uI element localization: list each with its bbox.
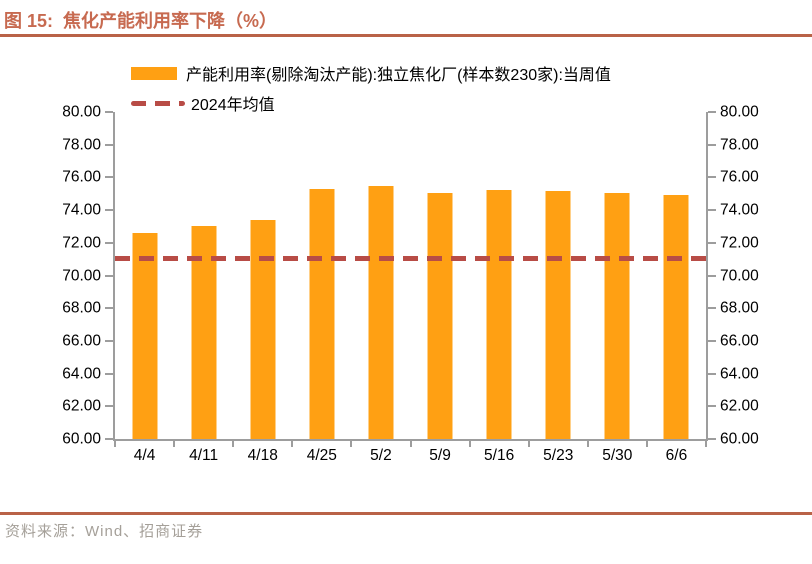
- x-tick-label: 5/2: [370, 447, 392, 464]
- source-rule: [0, 512, 812, 515]
- y-tick-label-right: 64.00: [720, 364, 759, 382]
- x-tick: [527, 441, 530, 447]
- y-tick-label-right: 68.00: [720, 299, 759, 317]
- y-tick-left: [105, 274, 113, 277]
- x-tick: [586, 441, 589, 447]
- y-tick-right: [708, 307, 716, 310]
- title-rule: [0, 34, 812, 37]
- y-tick-label-right: 78.00: [720, 135, 759, 153]
- x-tick-label: 4/4: [133, 447, 156, 464]
- legend-bar-swatch: [131, 66, 177, 80]
- y-tick-left: [105, 111, 113, 113]
- y-tick-left: [105, 209, 113, 212]
- y-tick-label-left: 66.00: [62, 332, 101, 350]
- y-tick-right: [708, 339, 716, 342]
- y-tick-left: [105, 176, 113, 179]
- bar-4/4: [132, 233, 158, 439]
- x-tick: [705, 441, 707, 447]
- x-tick-label: 5/30: [602, 447, 633, 464]
- y-tick-right: [708, 143, 716, 146]
- y-tick-left: [105, 241, 113, 244]
- legend-label-2024-mean: 2024年均值: [191, 97, 275, 114]
- x-tick-label: 5/23: [543, 447, 574, 464]
- y-tick-label-left: 78.00: [62, 135, 101, 153]
- y-tick-label-left: 80.00: [62, 103, 101, 121]
- x-tick: [409, 441, 412, 447]
- bar-6/6: [663, 195, 689, 439]
- y-tick-right: [708, 438, 716, 440]
- y-tick-label-right: 60.00: [720, 430, 759, 448]
- legend: 产能利用率(剔除淘汰产能):独立焦化厂(样本数230家):当周值 2024年均值: [131, 58, 611, 118]
- y-tick-left: [105, 372, 113, 375]
- legend-item-capacity-utilization: 产能利用率(剔除淘汰产能):独立焦化厂(样本数230家):当周值: [131, 58, 611, 88]
- y-tick-label-right: 62.00: [720, 397, 759, 415]
- x-tick: [114, 441, 116, 447]
- y-tick-left: [105, 339, 113, 342]
- legend-label-capacity-utilization: 产能利用率(剔除淘汰产能):独立焦化厂(样本数230家):当周值: [186, 67, 611, 84]
- y-tick-right: [708, 405, 716, 408]
- y-tick-right: [708, 241, 716, 244]
- bar-5/16: [486, 189, 512, 439]
- y-tick-right: [708, 176, 716, 179]
- x-tick-label: 5/16: [484, 447, 515, 464]
- bar-5/9: [427, 193, 453, 439]
- y-tick-label-right: 70.00: [720, 266, 759, 284]
- x-tick: [291, 441, 294, 447]
- y-tick-label-left: 60.00: [62, 430, 101, 448]
- y-tick-right: [708, 372, 716, 375]
- y-tick-left: [105, 143, 113, 146]
- y-tick-label-left: 62.00: [62, 397, 101, 415]
- y-tick-label-left: 76.00: [62, 168, 101, 186]
- x-tick: [645, 441, 648, 447]
- bar-5/2: [368, 186, 394, 439]
- plot-area: 80.00 80.00 78.00 78.00 76.00 76.00 74.00 74.00…: [62, 104, 759, 463]
- bar-5/30: [604, 192, 630, 439]
- y-tick-label-left: 64.00: [62, 364, 101, 382]
- x-tick-label: 4/25: [306, 447, 337, 464]
- x-tick-label: 4/18: [247, 447, 278, 464]
- source-text: 资料来源：Wind、招商证券: [5, 523, 204, 540]
- x-tick-label: 6/6: [665, 447, 688, 464]
- y-tick-label-left: 70.00: [62, 266, 101, 284]
- x-tick: [350, 441, 353, 447]
- legend-dash-swatch: [131, 100, 185, 106]
- legend-item-2024-mean: 2024年均值: [131, 88, 611, 118]
- figure-title: 图 15: 焦化产能利用率下降（%）: [4, 11, 278, 31]
- y-tick-label-left: 68.00: [62, 299, 101, 317]
- x-tick: [232, 441, 235, 447]
- y-tick-label-right: 76.00: [720, 168, 759, 186]
- x-tick-label: 5/9: [429, 447, 451, 464]
- bar-5/23: [545, 190, 571, 439]
- mean-line-2024: [115, 255, 706, 261]
- bar-4/25: [309, 189, 335, 439]
- y-tick-left: [105, 438, 113, 440]
- y-tick-label-left: 72.00: [62, 234, 101, 252]
- bar-4/11: [191, 226, 217, 439]
- y-tick-right: [708, 274, 716, 277]
- y-tick-left: [105, 307, 113, 310]
- y-tick-right: [708, 209, 716, 212]
- y-tick-label-right: 72.00: [720, 234, 759, 252]
- y-tick-label-right: 80.00: [720, 103, 759, 121]
- y-tick-label-right: 74.00: [720, 201, 759, 219]
- bar-4/18: [250, 219, 276, 439]
- x-tick: [173, 441, 176, 447]
- y-tick-left: [105, 405, 113, 408]
- y-tick-label-right: 66.00: [720, 332, 759, 350]
- y-tick-label-left: 74.00: [62, 201, 101, 219]
- x-tick: [468, 441, 471, 447]
- y-tick-right: [708, 111, 716, 113]
- x-tick-label: 4/11: [189, 447, 219, 464]
